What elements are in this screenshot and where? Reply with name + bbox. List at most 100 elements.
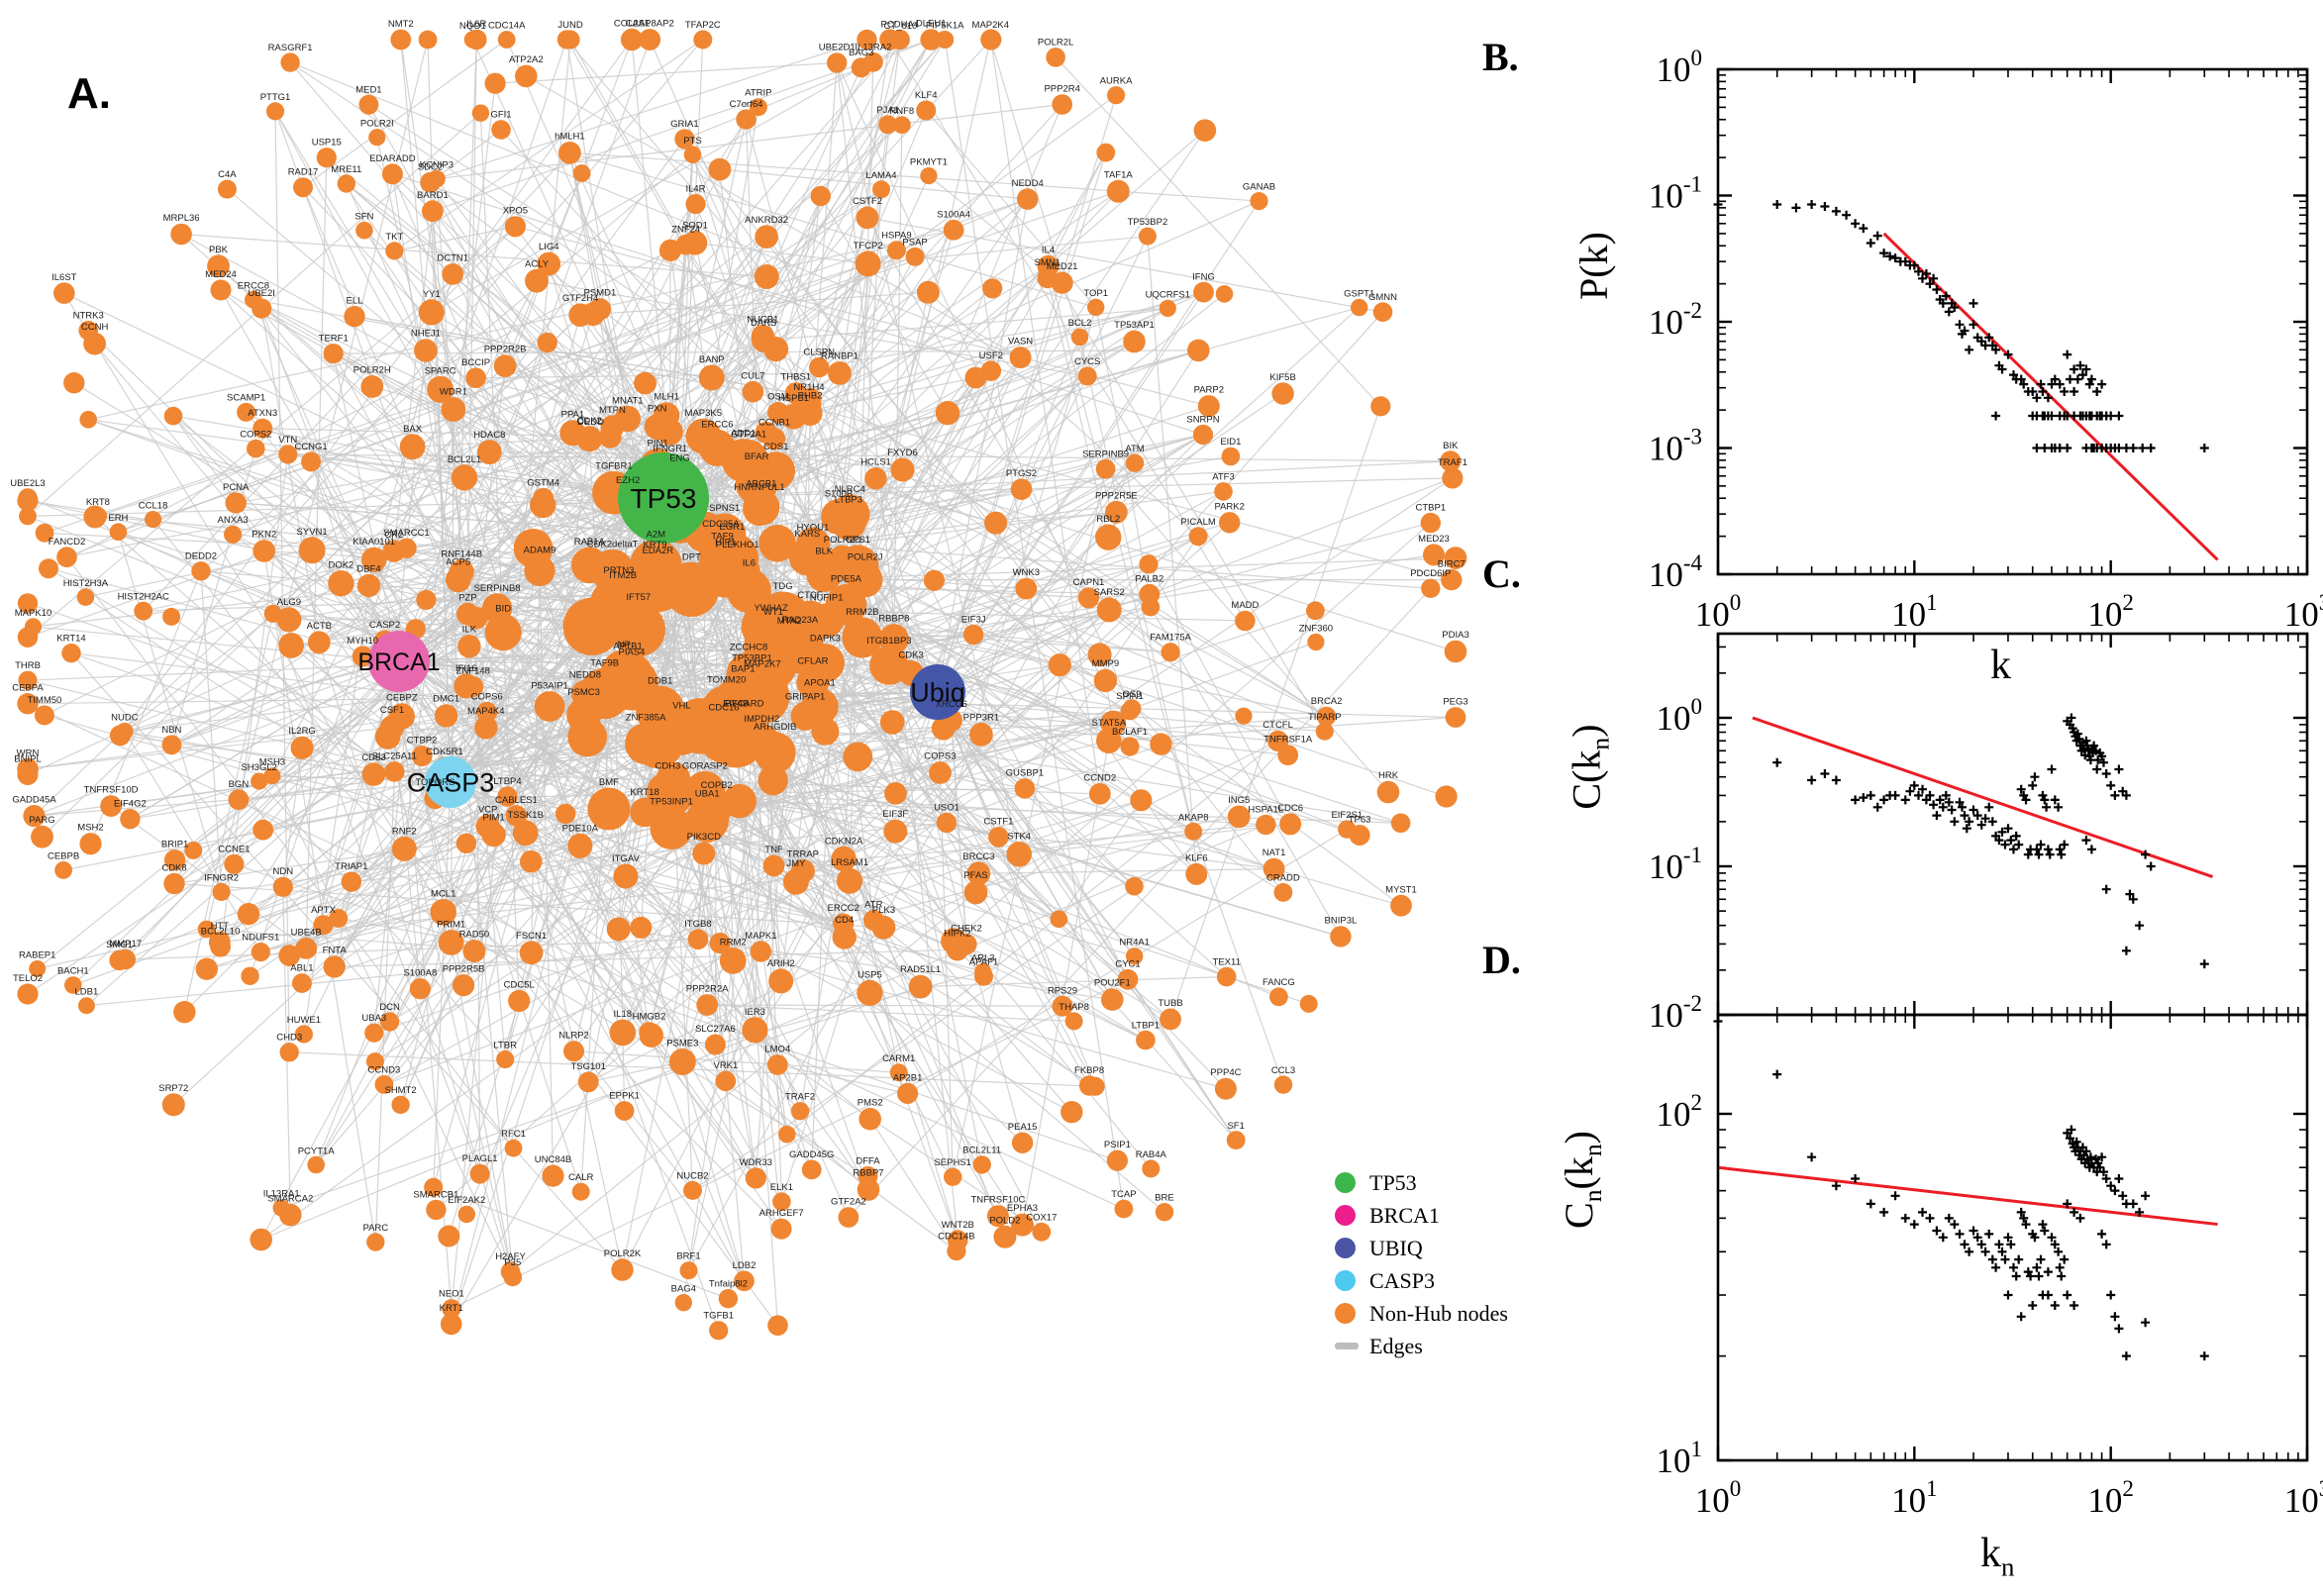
svg-text:CRADD: CRADD (1266, 873, 1300, 884)
panel-d-label: D. (1482, 938, 1521, 982)
svg-text:KRT18: KRT18 (630, 787, 658, 798)
svg-text:WRN: WRN (17, 748, 40, 758)
svg-text:HUWE1: HUWE1 (287, 1015, 321, 1026)
svg-text:CEBPB: CEBPB (48, 850, 79, 861)
svg-text:H2AFY: H2AFY (495, 1251, 526, 1262)
svg-text:CCND3: CCND3 (368, 1065, 401, 1076)
svg-text:PZP: PZP (458, 592, 476, 603)
svg-text:PIN1: PIN1 (648, 438, 668, 449)
svg-text:PARK2: PARK2 (1214, 502, 1244, 513)
svg-text:LTBP4: LTBP4 (493, 776, 521, 787)
svg-text:BCL2: BCL2 (1068, 318, 1092, 329)
svg-text:TSG101: TSG101 (571, 1061, 606, 1072)
svg-text:DEDD: DEDD (577, 417, 604, 428)
svg-text:KCNIP3: KCNIP3 (420, 159, 454, 170)
svg-text:IL2RG: IL2RG (288, 726, 315, 737)
svg-text:TERF1: TERF1 (319, 333, 349, 344)
svg-text:ITGAV: ITGAV (612, 853, 640, 864)
svg-text:THBS1: THBS1 (780, 372, 811, 383)
svg-text:P53AIP1: P53AIP1 (531, 681, 568, 692)
svg-text:BANP: BANP (699, 354, 725, 365)
svg-text:DDB1: DDB1 (648, 675, 672, 686)
svg-text:DLEU1: DLEU1 (916, 19, 947, 30)
svg-text:DCN: DCN (379, 1002, 400, 1013)
network-hub-labels: TP53 BRCA1 Ubiq CASP3 (357, 483, 964, 798)
svg-text:THRB: THRB (15, 660, 41, 671)
network-node-labels: ZNF24 C7orf64 CDC6 S100A8 GPS1 SNRPN COPS6 COPS… (10, 18, 1468, 1321)
svg-text:EIF3J: EIF3J (961, 614, 986, 625)
svg-text:POLR2H: POLR2H (354, 365, 391, 376)
legend-item-edges: Edges (1335, 1330, 1508, 1362)
svg-text:TRRAP: TRRAP (787, 849, 819, 860)
svg-text:PKMYT1: PKMYT1 (910, 157, 948, 168)
legend-item-casp3: CASP3 (1335, 1264, 1508, 1297)
svg-text:NUCB1: NUCB1 (747, 314, 778, 325)
svg-text:BCLAF1: BCLAF1 (1112, 727, 1148, 738)
svg-text:101: 101 (1891, 1476, 1938, 1520)
svg-text:EID1: EID1 (1220, 437, 1241, 448)
svg-text:NR4A1: NR4A1 (1119, 938, 1150, 948)
svg-text:IFT57: IFT57 (626, 592, 651, 603)
svg-text:GUSBP1: GUSBP1 (1006, 768, 1045, 779)
svg-text:RBBP7: RBBP7 (853, 1168, 883, 1179)
svg-text:TP53: TP53 (631, 483, 697, 514)
svg-text:GADD45A: GADD45A (12, 794, 56, 805)
svg-text:CDC16: CDC16 (708, 702, 739, 713)
svg-text:NUCB2: NUCB2 (676, 1171, 708, 1182)
legend-item-label: BRCA1 (1369, 1202, 1440, 1228)
svg-text:PBK: PBK (209, 245, 229, 255)
svg-text:NBN: NBN (161, 725, 181, 736)
svg-text:MAP3K5: MAP3K5 (685, 408, 723, 419)
svg-text:GRIPAP1: GRIPAP1 (785, 691, 825, 702)
svg-text:DMC1: DMC1 (433, 694, 459, 705)
svg-text:ABCB1: ABCB1 (746, 478, 776, 489)
legend-dot-swatch (1335, 1205, 1356, 1226)
svg-text:GRIA1: GRIA1 (670, 119, 699, 130)
svg-text:BRIP1: BRIP1 (161, 840, 188, 850)
svg-text:CDK5R1: CDK5R1 (426, 747, 463, 757)
svg-text:CUL7: CUL7 (741, 371, 764, 382)
svg-text:SHMT2: SHMT2 (384, 1085, 416, 1096)
svg-text:P35: P35 (504, 1257, 521, 1268)
svg-text:BIRC7: BIRC7 (1438, 558, 1465, 569)
svg-text:IFNG: IFNG (1192, 271, 1215, 282)
svg-text:TDG: TDG (773, 581, 793, 592)
svg-text:ACTB: ACTB (307, 621, 332, 632)
svg-text:PLAGL1: PLAGL1 (462, 1153, 498, 1164)
svg-text:101: 101 (1657, 1437, 1703, 1480)
svg-text:EDARADD: EDARADD (369, 153, 416, 164)
svg-text:CAPN1: CAPN1 (1073, 577, 1105, 588)
svg-text:POLR2L: POLR2L (1038, 38, 1073, 49)
svg-text:SPIN1: SPIN1 (1116, 691, 1143, 702)
svg-text:RNF2: RNF2 (392, 826, 417, 837)
svg-text:GFI1: GFI1 (490, 110, 511, 121)
svg-text:ARL3: ARL3 (971, 952, 995, 963)
svg-text:ERCC6: ERCC6 (701, 419, 733, 430)
svg-text:HSPA9: HSPA9 (881, 231, 911, 242)
svg-text:VASN: VASN (1008, 337, 1033, 348)
svg-text:MYH10: MYH10 (347, 636, 378, 647)
svg-text:HIPK2: HIPK2 (944, 929, 970, 940)
svg-text:PARP2: PARP2 (1194, 385, 1224, 396)
svg-text:RASGRF1: RASGRF1 (268, 43, 313, 53)
svg-text:NTRK3: NTRK3 (73, 310, 104, 321)
svg-text:HSPB1: HSPB1 (778, 393, 809, 404)
svg-text:RRM2B: RRM2B (846, 607, 878, 618)
svg-text:PMS2: PMS2 (858, 1097, 883, 1108)
svg-text:DPT: DPT (682, 551, 701, 562)
svg-text:BRCC3: BRCC3 (962, 851, 994, 862)
svg-text:UBE4B: UBE4B (291, 928, 322, 939)
svg-text:RAD51L1: RAD51L1 (900, 964, 941, 975)
svg-text:PYCARD: PYCARD (725, 699, 764, 710)
svg-text:HMGB2: HMGB2 (633, 1012, 666, 1023)
svg-text:MMP9: MMP9 (1092, 658, 1119, 669)
svg-text:ALG9: ALG9 (277, 597, 301, 608)
svg-text:ANKRD32: ANKRD32 (745, 215, 788, 226)
svg-text:EZH2: EZH2 (616, 475, 640, 486)
svg-text:COL2A1: COL2A1 (614, 18, 650, 29)
svg-text:WT1: WT1 (763, 607, 783, 618)
svg-text:EIF4B: EIF4B (723, 699, 749, 710)
svg-text:UBE2L3: UBE2L3 (10, 478, 45, 489)
svg-text:C7orf64: C7orf64 (730, 99, 763, 110)
svg-text:BNIP3L: BNIP3L (1325, 916, 1358, 927)
